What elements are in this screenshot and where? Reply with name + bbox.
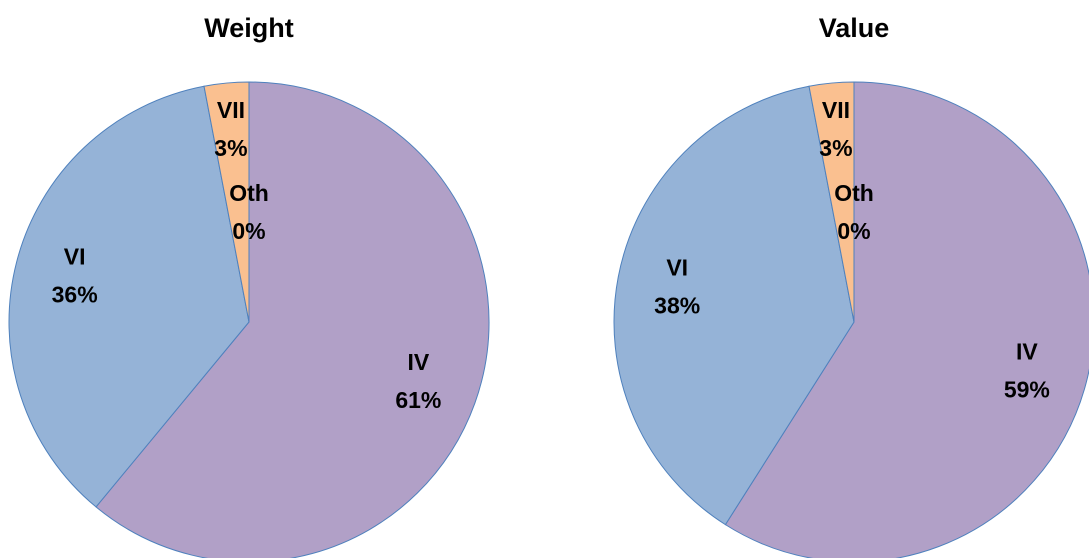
pie-slice: [95, 81, 490, 558]
chart-title: Weight: [204, 13, 294, 43]
slice-category: VII: [822, 97, 850, 123]
slice-value-label: 38%: [654, 292, 700, 318]
slice-value-label: 59%: [1004, 376, 1050, 402]
slice-value-label: 61%: [395, 387, 441, 413]
slice-value-label: 3%: [214, 135, 247, 161]
slice-category: VI: [666, 254, 688, 280]
slice-category: Oth: [834, 180, 874, 206]
slice-category: IV: [1016, 338, 1038, 364]
slice-category: VII: [217, 97, 245, 123]
pie-slice: [613, 85, 855, 526]
slice-category: VI: [64, 243, 86, 269]
slice-value-label: 0%: [232, 218, 265, 244]
slice-value-label: 36%: [52, 281, 98, 307]
chart-title: Value: [819, 13, 890, 43]
slice-value-label: 0%: [837, 218, 870, 244]
pie-slice: [724, 81, 1089, 558]
pie-slice: [8, 85, 250, 508]
slice-category: IV: [407, 349, 429, 375]
slice-category: Oth: [229, 180, 269, 206]
slice-value-label: 3%: [819, 135, 852, 161]
